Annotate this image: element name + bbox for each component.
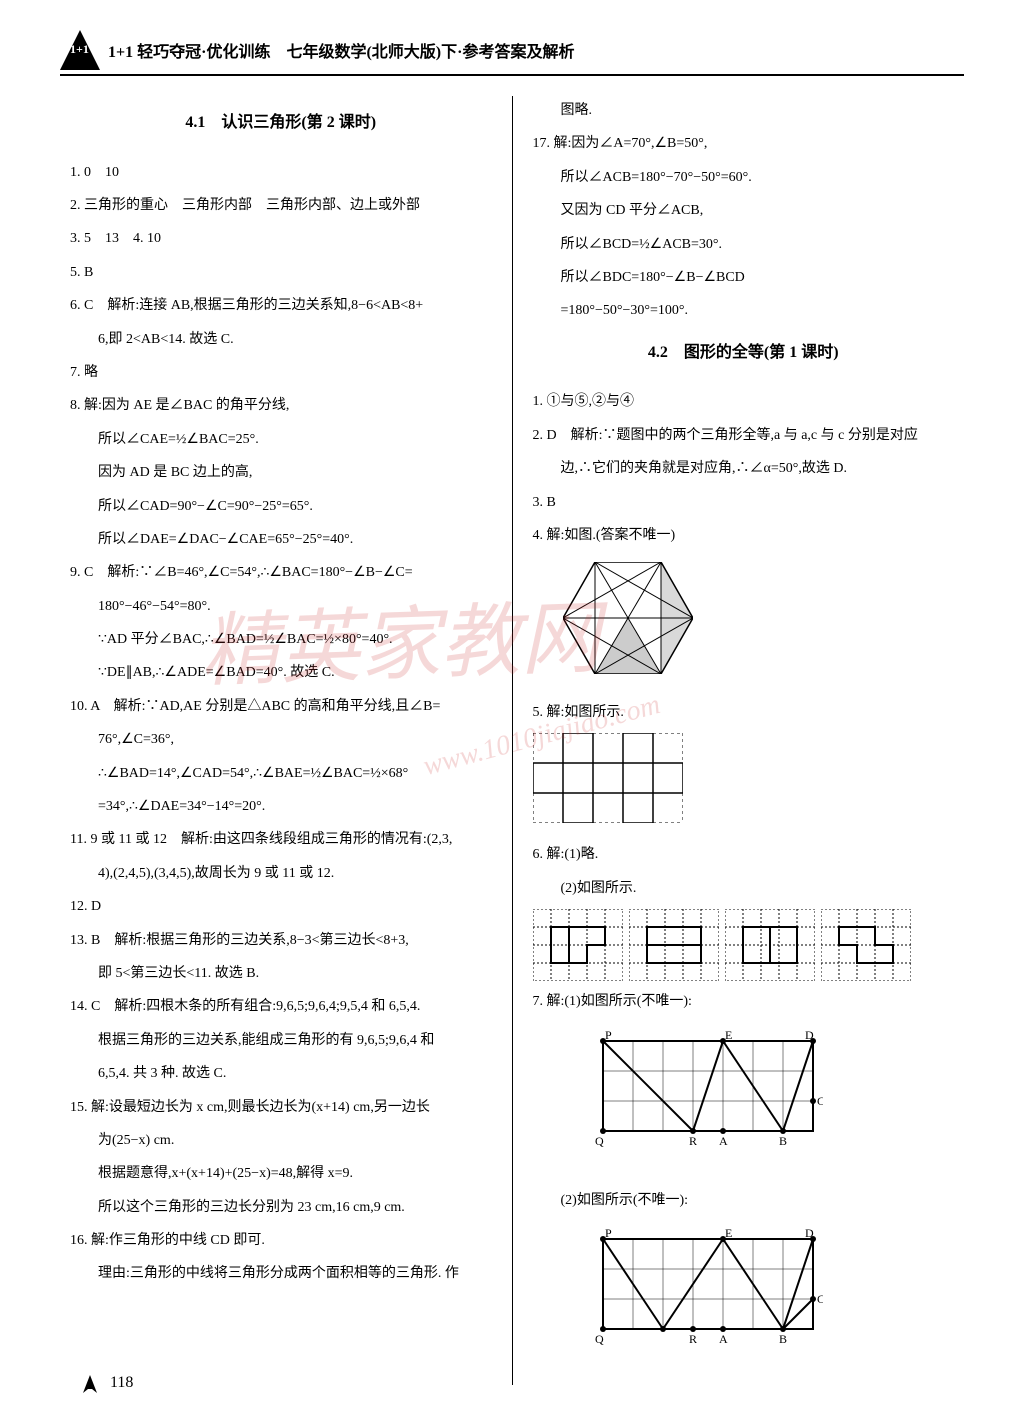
answer-11: 11. 9 或 11 或 12 解析:由这四条线段组成三角形的情况有:(2,3, (70, 825, 492, 854)
answer-15: 15. 解:设最短边长为 x cm,则最长边长为(x+14) cm,另一边长 (70, 1093, 492, 1122)
answer-9: 9. C 解析:∵∠B=46°,∠C=54°,∴∠BAC=180°−∠B−∠C= (70, 558, 492, 587)
answer-17b: 又因为 CD 平分∠ACB, (533, 196, 955, 225)
label-B: B (779, 1134, 787, 1148)
answer-14a: 根据三角形的三边关系,能组成三角形的有 9,6,5;9,6,4 和 (70, 1026, 492, 1055)
logo-icon: 1+1 (60, 30, 100, 70)
answer-8d: 所以∠DAE=∠DAC−∠CAE=65°−25°=40°. (70, 525, 492, 554)
answer-13a: 即 5<第三边长<11. 故选 B. (70, 959, 492, 988)
cross-svg (533, 733, 683, 823)
page: 1+1 1+1 轻巧夺冠·优化训练 七年级数学(北师大版)下·参考答案及解析 精… (0, 0, 1024, 1415)
answer-15a: 为(25−x) cm. (70, 1126, 492, 1155)
label-R2: R (689, 1332, 697, 1346)
label-R: R (689, 1134, 697, 1148)
answer-6: 6. C 解析:连接 AB,根据三角形的三边关系知,8−6<AB<8+ (70, 291, 492, 320)
label-E2: E (725, 1229, 732, 1240)
answer-r6: 6. 解:(1)略. (533, 840, 955, 869)
answer-5: 5. B (70, 258, 492, 287)
answer-16b: 图略. (533, 96, 955, 125)
label-B2: B (779, 1332, 787, 1346)
answer-8a: 所以∠CAE=½∠BAC=25°. (70, 425, 492, 454)
answer-10c: =34°,∴∠DAE=34°−14°=20°. (70, 792, 492, 821)
left-column: 4.1 认识三角形(第 2 课时) 1. 0 10 2. 三角形的重心 三角形内… (60, 96, 513, 1385)
grid-pattern-2 (629, 909, 719, 981)
label-D: D (805, 1031, 814, 1042)
page-footer: 118 (80, 1371, 133, 1395)
grid-set-figure (533, 909, 955, 981)
coord-svg-1: P E D Q R A B C (593, 1031, 823, 1161)
answer-9a: 180°−46°−54°=80°. (70, 592, 492, 621)
answer-17: 17. 解:因为∠A=70°,∠B=50°, (533, 129, 955, 158)
answer-10a: 76°,∠C=36°, (70, 725, 492, 754)
label-Q2: Q (595, 1332, 604, 1346)
label-P: P (605, 1031, 612, 1042)
label-A: A (719, 1134, 728, 1148)
answer-11a: 4),(2,4,5),(3,4,5),故周长为 9 或 11 或 12. (70, 859, 492, 888)
header: 1+1 1+1 轻巧夺冠·优化训练 七年级数学(北师大版)下·参考答案及解析 (60, 30, 964, 76)
label-P2: P (605, 1229, 612, 1240)
answer-8c: 所以∠CAD=90°−∠C=90°−25°=65°. (70, 492, 492, 521)
logo-text: 1+1 (70, 42, 89, 57)
answer-r1: 1. ①与⑤,②与④ (533, 387, 955, 416)
answer-14b: 6,5,4. 共 3 种. 故选 C. (70, 1059, 492, 1088)
label-E: E (725, 1031, 732, 1042)
grid-pattern-3 (725, 909, 815, 981)
label-A2: A (719, 1332, 728, 1346)
answer-9b: ∵AD 平分∠BAC,∴∠BAD=½∠BAC=½×80°=40°. (70, 625, 492, 654)
answer-7: 7. 略 (70, 358, 492, 387)
header-title: 1+1 轻巧夺冠·优化训练 七年级数学(北师大版)下·参考答案及解析 (108, 38, 574, 62)
answer-6b: 6,即 2<AB<14. 故选 C. (70, 325, 492, 354)
answer-r6a: (2)如图所示. (533, 874, 955, 903)
answer-r2a: 边,∴它们的夹角就是对应角,∴∠α=50°,故选 D. (533, 454, 955, 483)
answer-8: 8. 解:因为 AE 是∠BAC 的角平分线, (70, 391, 492, 420)
coord-svg-2: P E D Q R A B C (593, 1229, 823, 1359)
answer-r2: 2. D 解析:∵题图中的两个三角形全等,a 与 a,c 与 c 分别是对应 (533, 421, 955, 450)
answer-17d: 所以∠BDC=180°−∠B−∠BCD (533, 263, 955, 292)
right-column: 图略. 17. 解:因为∠A=70°,∠B=50°, 所以∠ACB=180°−7… (513, 96, 965, 1385)
coord-figure-1: P E D Q R A B C (533, 1023, 955, 1180)
answer-14: 14. C 解析:四根木条的所有组合:9,6,5;9,6,4;9,5,4 和 6… (70, 992, 492, 1021)
answer-17c: 所以∠BCD=½∠ACB=30°. (533, 230, 955, 259)
answer-16a: 理由:三角形的中线将三角形分成两个面积相等的三角形. 作 (70, 1259, 492, 1288)
answer-15b: 根据题意得,x+(x+14)+(25−x)=48,解得 x=9. (70, 1159, 492, 1188)
hexagon-figure (533, 556, 955, 691)
answer-2: 2. 三角形的重心 三角形内部 三角形内部、边上或外部 (70, 191, 492, 220)
answer-16: 16. 解:作三角形的中线 CD 即可. (70, 1226, 492, 1255)
answer-10: 10. A 解析:∵AD,AE 分别是△ABC 的高和角平分线,且∠B= (70, 692, 492, 721)
pen-icon (80, 1371, 100, 1395)
answer-15c: 所以这个三角形的三边长分别为 23 cm,16 cm,9 cm. (70, 1193, 492, 1222)
answer-8b: 因为 AD 是 BC 边上的高, (70, 458, 492, 487)
label-C: C (817, 1094, 823, 1108)
answer-r5: 5. 解:如图所示. (533, 698, 955, 727)
answer-10b: ∴∠BAD=14°,∠CAD=54°,∴∠BAE=½∠BAC=½×68° (70, 759, 492, 788)
answer-r7a: (2)如图所示(不唯一): (533, 1186, 955, 1215)
hexagon-svg (563, 562, 693, 674)
answer-3-4: 3. 5 13 4. 10 (70, 224, 492, 253)
page-number: 118 (110, 1374, 133, 1392)
answer-r7: 7. 解:(1)如图所示(不唯一): (533, 987, 955, 1016)
grid-pattern-4 (821, 909, 911, 981)
grid-pattern-1 (533, 909, 623, 981)
answer-r4: 4. 解:如图.(答案不唯一) (533, 521, 955, 550)
answer-17a: 所以∠ACB=180°−70°−50°=60°. (533, 163, 955, 192)
answer-17e: =180°−50°−30°=100°. (533, 296, 955, 325)
label-Q: Q (595, 1134, 604, 1148)
label-C2: C (817, 1292, 823, 1306)
answer-13: 13. B 解析:根据三角形的三边关系,8−3<第三边长<8+3, (70, 926, 492, 955)
section-title-4-2: 4.2 图形的全等(第 1 课时) (533, 336, 955, 370)
answer-9c: ∵DE∥AB,∴∠ADE=∠BAD=40°. 故选 C. (70, 658, 492, 687)
content-columns: 4.1 认识三角形(第 2 课时) 1. 0 10 2. 三角形的重心 三角形内… (60, 96, 964, 1385)
answer-1: 1. 0 10 (70, 158, 492, 187)
answer-12: 12. D (70, 892, 492, 921)
section-title-4-1: 4.1 认识三角形(第 2 课时) (70, 106, 492, 140)
answer-r3: 3. B (533, 488, 955, 517)
coord-figure-2: P E D Q R A B C (533, 1221, 955, 1378)
cross-figure (533, 733, 955, 834)
label-D2: D (805, 1229, 814, 1240)
